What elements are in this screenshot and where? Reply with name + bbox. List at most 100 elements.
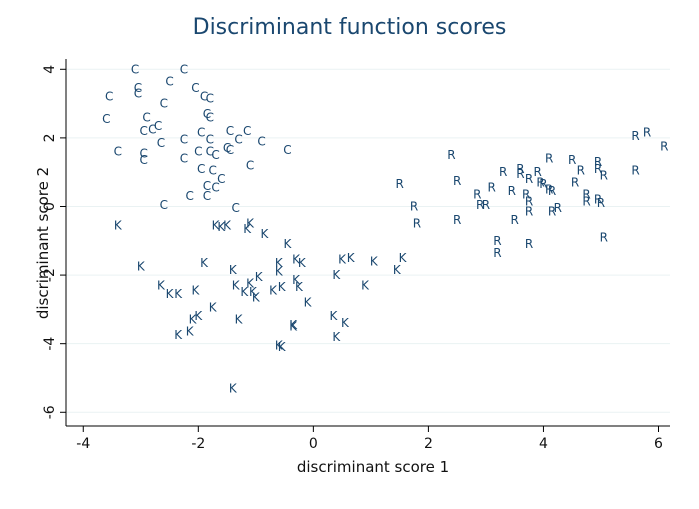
marker-k: K — [249, 285, 258, 299]
marker-c: C — [203, 179, 211, 193]
axes: -4 -2 0 2 4 6 -6 -4 -2 0 2 4 — [42, 59, 670, 452]
marker-c: C — [148, 122, 156, 136]
marker-k: K — [332, 330, 341, 344]
marker-r: R — [534, 165, 542, 179]
marker-r: R — [453, 213, 461, 227]
y-tick-label: 4 — [42, 65, 58, 74]
marker-c: C — [194, 145, 202, 159]
marker-r: R — [499, 165, 507, 179]
marker-r: R — [631, 163, 639, 177]
marker-r: R — [493, 246, 501, 260]
marker-c: C — [105, 90, 113, 104]
marker-r: R — [476, 198, 484, 212]
marker-r: R — [582, 194, 590, 208]
marker-k: K — [232, 278, 241, 292]
marker-r: R — [453, 174, 461, 188]
marker-k: K — [240, 285, 249, 299]
marker-c: C — [206, 91, 214, 105]
marker-k: K — [200, 256, 209, 270]
marker-r: R — [643, 126, 651, 140]
marker-k: K — [341, 316, 350, 330]
marker-c: C — [217, 172, 225, 186]
marker-r: R — [631, 129, 639, 143]
marker-k: K — [295, 280, 304, 294]
marker-c: C — [206, 133, 214, 147]
marker-c: C — [206, 110, 214, 124]
marker-c: C — [134, 81, 142, 95]
marker-k: K — [166, 287, 175, 301]
marker-c: C — [197, 162, 205, 176]
marker-k: K — [255, 270, 264, 284]
marker-k: K — [275, 338, 284, 352]
marker-c: C — [243, 124, 251, 138]
marker-k: K — [278, 280, 287, 294]
marker-k: K — [174, 328, 183, 342]
marker-k: K — [304, 296, 313, 310]
x-axis-label: discriminant score 1 — [297, 458, 449, 476]
marker-k: K — [275, 265, 284, 279]
chart-title: Discriminant function scores — [193, 15, 507, 40]
marker-c: C — [191, 81, 199, 95]
marker-c: C — [165, 74, 173, 88]
marker-k: K — [223, 218, 232, 232]
x-tick-label: 2 — [424, 436, 433, 452]
marker-c: C — [246, 158, 254, 172]
marker-c: C — [139, 153, 147, 167]
marker-r: R — [554, 201, 562, 215]
marker-r: R — [539, 177, 547, 191]
marker-k: K — [217, 220, 226, 234]
marker-c: C — [197, 126, 205, 140]
marker-c: C — [208, 163, 216, 177]
x-tick-label: 0 — [309, 436, 318, 452]
marker-k: K — [114, 218, 123, 232]
marker-c: C — [211, 181, 219, 195]
marker-r: R — [525, 194, 533, 208]
marker-k: K — [137, 260, 146, 274]
y-tick-label: -2 — [42, 268, 58, 282]
marker-k: K — [298, 256, 307, 270]
marker-k: K — [289, 320, 298, 334]
marker-k: K — [189, 313, 198, 327]
marker-k: K — [275, 256, 284, 270]
marker-k: K — [269, 284, 278, 298]
marker-r: R — [410, 199, 418, 213]
marker-r: R — [511, 213, 519, 227]
marker-k: K — [278, 340, 287, 354]
marker-r: R — [473, 187, 481, 201]
marker-r: R — [413, 217, 421, 231]
marker-c: C — [180, 133, 188, 147]
marker-c: C — [234, 133, 242, 147]
marker-k: K — [246, 277, 255, 291]
x-tick-label: 6 — [654, 436, 663, 452]
marker-k: K — [284, 237, 293, 251]
marker-r: R — [597, 196, 605, 210]
marker-k: K — [332, 268, 341, 282]
marker-c: C — [154, 119, 162, 133]
marker-k: K — [229, 381, 238, 395]
marker-r: R — [660, 139, 668, 153]
marker-r: R — [516, 167, 524, 181]
marker-r: R — [545, 151, 553, 165]
y-axis-label: discriminant score 2 — [34, 167, 52, 319]
marker-c: C — [139, 124, 147, 138]
marker-k: K — [235, 313, 244, 327]
marker-c: C — [131, 62, 139, 76]
marker-k: K — [338, 253, 347, 267]
marker-k: K — [246, 217, 255, 231]
marker-k: K — [191, 284, 200, 298]
marker-r: R — [482, 198, 490, 212]
marker-c: C — [283, 143, 291, 157]
marker-k: K — [330, 309, 339, 323]
marker-k: K — [292, 273, 301, 287]
y-tick-label: -6 — [42, 405, 58, 419]
marker-r: R — [594, 162, 602, 176]
marker-r: R — [577, 163, 585, 177]
marker-r: R — [488, 181, 496, 195]
marker-c: C — [180, 62, 188, 76]
marker-r: R — [536, 175, 544, 189]
marker-r: R — [525, 172, 533, 186]
marker-c: C — [160, 198, 168, 212]
